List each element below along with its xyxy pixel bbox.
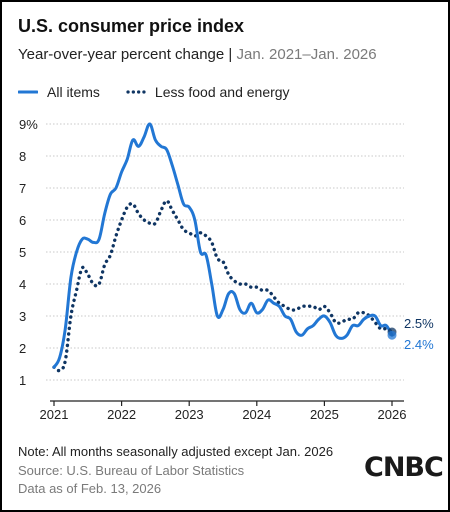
end-label-all-items: 2.4% [404, 337, 434, 352]
series-line-core [52, 199, 394, 373]
chart-title: U.S. consumer price index [18, 16, 245, 36]
x-tick-label: 2026 [378, 407, 407, 422]
end-label-core: 2.5% [404, 316, 434, 331]
y-tick-label: 6 [19, 213, 26, 228]
legend-label: All items [47, 84, 100, 100]
axis-layer: 1 2 3 4 5 6 7 8 9% 2021 2022 2023 2024 2025 2026 [19, 117, 406, 422]
dotted-line-swatch-icon [126, 90, 146, 94]
data-as-of: Data as of Feb. 13, 2026 [18, 481, 162, 496]
grid-layer [46, 123, 404, 381]
y-tick-label: 3 [19, 309, 26, 324]
legend-label: Less food and energy [154, 84, 290, 100]
chart-legend: All items Less food and energy [18, 84, 316, 100]
y-tick-label: 7 [19, 181, 26, 196]
y-tick-label: 4 [19, 277, 26, 292]
chart-note: Note: All months seasonally adjusted exc… [18, 444, 334, 459]
series-layer [52, 122, 397, 373]
y-tick-label: 8 [19, 149, 26, 164]
y-tick-label: 2 [19, 341, 26, 356]
y-tick-label: 1 [19, 373, 26, 388]
x-tick-label: 2021 [40, 407, 69, 422]
cnbc-logo: CNBC [364, 452, 444, 483]
series-line-all-items [52, 122, 394, 369]
x-tick-label: 2024 [242, 407, 271, 422]
subtitle-separator: | [228, 46, 233, 63]
chart-source: Source: U.S. Bureau of Labor Statistics [18, 463, 245, 478]
x-tick-label: 2025 [310, 407, 339, 422]
end-point-all-items [387, 330, 397, 340]
y-tick-label: 5 [19, 245, 26, 260]
x-tick-label: 2023 [175, 407, 204, 422]
legend-item-all-items: All items [18, 84, 100, 100]
subtitle-date-range: Jan. 2021–Jan. 2026 [236, 46, 377, 63]
solid-line-swatch-icon [18, 90, 38, 94]
end-label-layer: 2.5% 2.4% [404, 316, 434, 352]
subtitle-main: Year-over-year percent change [18, 46, 225, 63]
legend-item-core: Less food and energy [126, 84, 290, 100]
y-tick-label: 9% [19, 117, 38, 132]
x-tick-label: 2022 [107, 407, 136, 422]
chart-subtitle: Year-over-year percent change | Jan. 202… [18, 46, 377, 63]
